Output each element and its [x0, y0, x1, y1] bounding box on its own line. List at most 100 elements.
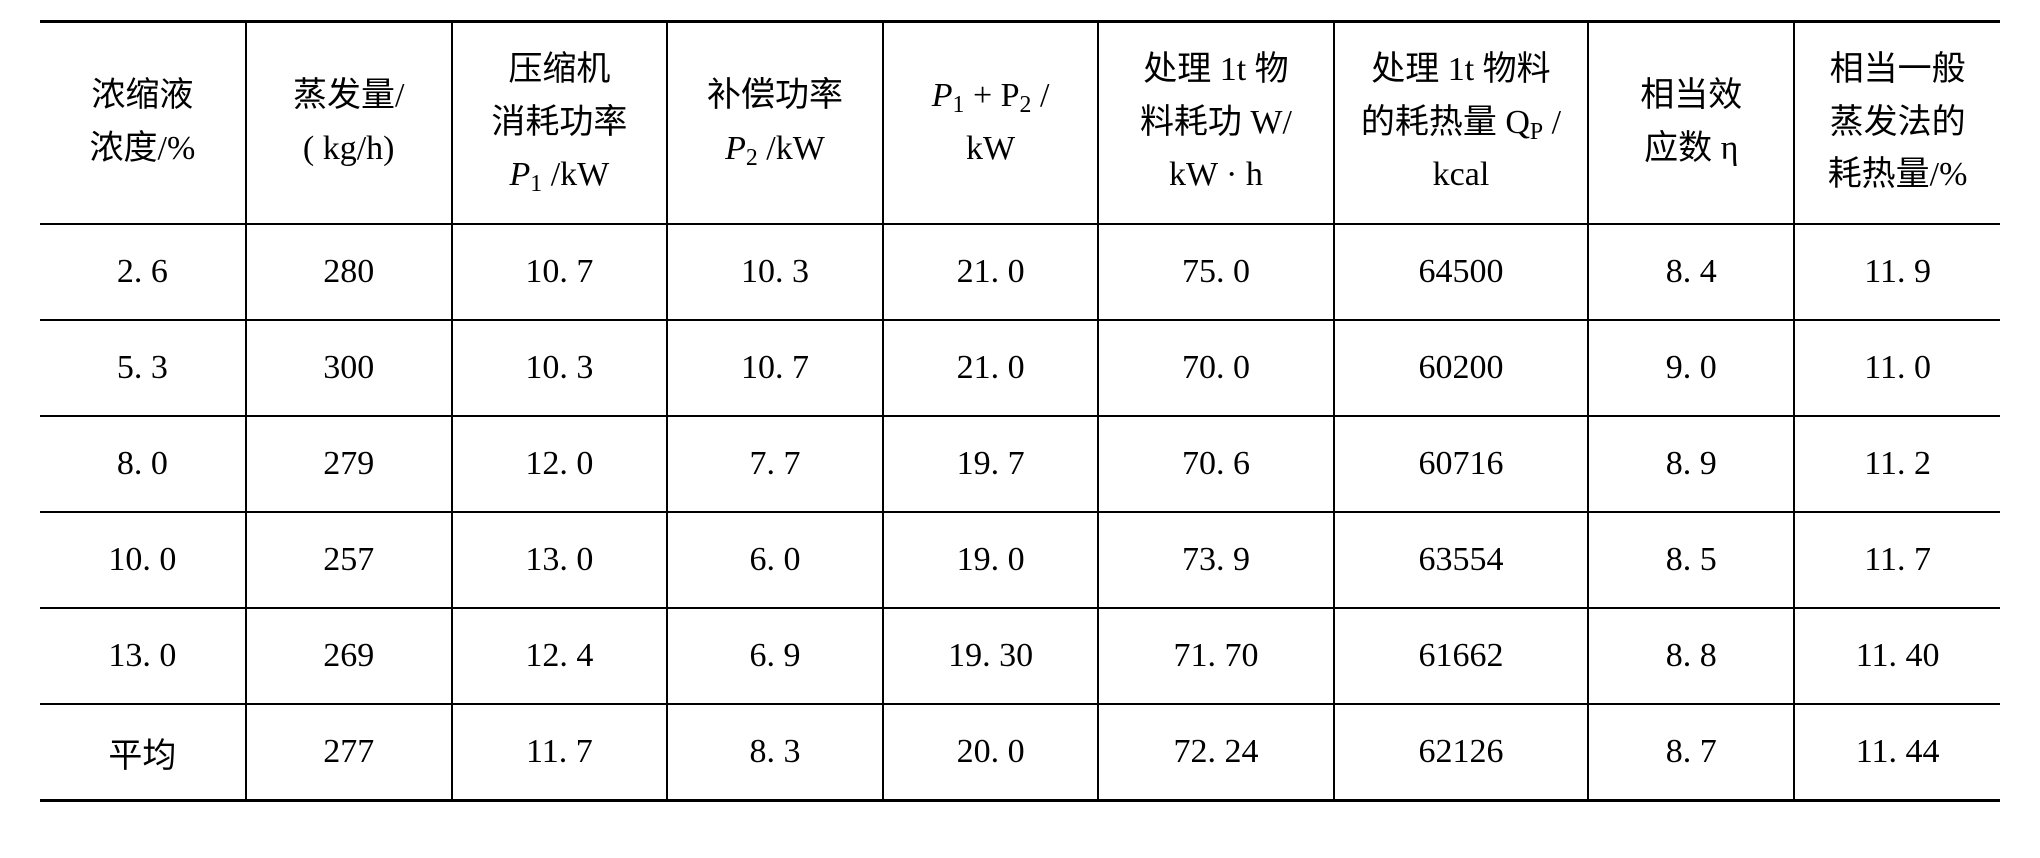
cell-eta: 9. 0 [1588, 320, 1794, 416]
cell-concentration: 10. 0 [40, 512, 246, 608]
cell-p1: 10. 3 [452, 320, 668, 416]
cell-eta: 8. 4 [1588, 224, 1794, 320]
cell-heat: 60716 [1334, 416, 1589, 512]
col-header-relative-heat: 相当一般 蒸发法的 耗热量/% [1794, 22, 2000, 225]
cell-pct: 11. 2 [1794, 416, 2000, 512]
header-text: 处理 1t 物 [1143, 51, 1288, 88]
cell-work: 72. 24 [1098, 704, 1333, 801]
cell-evaporation: 279 [246, 416, 452, 512]
table-row: 8. 0 279 12. 0 7. 7 19. 7 70. 6 60716 8.… [40, 416, 2000, 512]
cell-heat: 61662 [1334, 608, 1589, 704]
header-text: kcal [1433, 156, 1490, 193]
cell-concentration: 平均 [40, 704, 246, 801]
header-subscript: 1 [530, 171, 542, 197]
header-text: kW [966, 130, 1015, 167]
cell-evaporation: 269 [246, 608, 452, 704]
cell-pct: 11. 0 [1794, 320, 2000, 416]
cell-concentration: 8. 0 [40, 416, 246, 512]
cell-work: 70. 0 [1098, 320, 1333, 416]
table-row-average: 平均 277 11. 7 8. 3 20. 0 72. 24 62126 8. … [40, 704, 2000, 801]
cell-p1p2: 19. 0 [883, 512, 1099, 608]
header-subscript: 1 [953, 92, 965, 118]
cell-work: 71. 70 [1098, 608, 1333, 704]
cell-concentration: 2. 6 [40, 224, 246, 320]
header-subscript: 2 [1020, 92, 1032, 118]
cell-p1p2: 20. 0 [883, 704, 1099, 801]
cell-p1: 11. 7 [452, 704, 668, 801]
header-subscript: 2 [746, 145, 758, 171]
col-header-work-per-ton: 处理 1t 物 料耗功 W/ kW · h [1098, 22, 1333, 225]
cell-eta: 8. 9 [1588, 416, 1794, 512]
cell-eta: 8. 7 [1588, 704, 1794, 801]
header-text: 补偿功率 [707, 77, 843, 114]
cell-concentration: 5. 3 [40, 320, 246, 416]
header-text: 蒸发法的 [1830, 104, 1966, 141]
cell-eta: 8. 5 [1588, 512, 1794, 608]
cell-p2: 7. 7 [667, 416, 883, 512]
cell-p2: 6. 0 [667, 512, 883, 608]
cell-evaporation: 277 [246, 704, 452, 801]
header-text: 浓度/% [90, 130, 196, 167]
table-row: 2. 6 280 10. 7 10. 3 21. 0 75. 0 64500 8… [40, 224, 2000, 320]
cell-evaporation: 300 [246, 320, 452, 416]
header-text: / [1543, 104, 1561, 141]
header-text: 蒸发量/ [293, 77, 404, 114]
cell-p1p2: 19. 7 [883, 416, 1099, 512]
header-text: 压缩机 [508, 51, 610, 88]
col-header-compressor-power: 压缩机 消耗功率 P1 /kW [452, 22, 668, 225]
cell-evaporation: 280 [246, 224, 452, 320]
header-subscript: P [1530, 119, 1543, 145]
header-text: 消耗功率 [491, 104, 627, 141]
col-header-total-power: P1 + P2 / kW [883, 22, 1099, 225]
cell-pct: 11. 40 [1794, 608, 2000, 704]
header-text: kW · h [1169, 156, 1263, 193]
header-text: 相当效 [1640, 77, 1742, 114]
header-text: 处理 1t 物料 [1371, 51, 1550, 88]
cell-p1: 12. 0 [452, 416, 668, 512]
data-table: 浓缩液 浓度/% 蒸发量/ ( kg/h) 压缩机 消耗功率 P1 /kW [40, 20, 2000, 802]
cell-evaporation: 257 [246, 512, 452, 608]
table-row: 13. 0 269 12. 4 6. 9 19. 30 71. 70 61662… [40, 608, 2000, 704]
header-text: 浓缩液 [91, 77, 193, 114]
cell-work: 75. 0 [1098, 224, 1333, 320]
header-text: /kW [542, 156, 609, 193]
cell-p2: 8. 3 [667, 704, 883, 801]
cell-eta: 8. 8 [1588, 608, 1794, 704]
col-header-heat-per-ton: 处理 1t 物料 的耗热量 QP / kcal [1334, 22, 1589, 225]
cell-p2: 10. 3 [667, 224, 883, 320]
cell-pct: 11. 7 [1794, 512, 2000, 608]
header-symbol: P [932, 77, 953, 114]
cell-work: 70. 6 [1098, 416, 1333, 512]
header-text: 相当一般 [1830, 51, 1966, 88]
cell-p1: 13. 0 [452, 512, 668, 608]
table-header-row: 浓缩液 浓度/% 蒸发量/ ( kg/h) 压缩机 消耗功率 P1 /kW [40, 22, 2000, 225]
col-header-compensation-power: 补偿功率 P2 /kW [667, 22, 883, 225]
cell-heat: 62126 [1334, 704, 1589, 801]
header-text: / [1031, 77, 1049, 114]
table-row: 5. 3 300 10. 3 10. 7 21. 0 70. 0 60200 9… [40, 320, 2000, 416]
header-text: 耗热量/% [1828, 156, 1968, 193]
cell-heat: 60200 [1334, 320, 1589, 416]
header-text: /kW [758, 130, 825, 167]
cell-pct: 11. 9 [1794, 224, 2000, 320]
cell-p1: 10. 7 [452, 224, 668, 320]
cell-p1p2: 21. 0 [883, 224, 1099, 320]
header-text: 应数 η [1644, 130, 1738, 167]
cell-work: 73. 9 [1098, 512, 1333, 608]
col-header-evaporation: 蒸发量/ ( kg/h) [246, 22, 452, 225]
header-text: 料耗功 W/ [1140, 104, 1292, 141]
header-text: 的耗热量 Q [1361, 104, 1530, 141]
header-symbol: P [725, 130, 746, 167]
data-table-container: 浓缩液 浓度/% 蒸发量/ ( kg/h) 压缩机 消耗功率 P1 /kW [0, 0, 2040, 842]
cell-p1p2: 19. 30 [883, 608, 1099, 704]
cell-p2: 10. 7 [667, 320, 883, 416]
header-symbol: P [510, 156, 531, 193]
cell-p1: 12. 4 [452, 608, 668, 704]
table-row: 10. 0 257 13. 0 6. 0 19. 0 73. 9 63554 8… [40, 512, 2000, 608]
col-header-concentration: 浓缩液 浓度/% [40, 22, 246, 225]
cell-p1p2: 21. 0 [883, 320, 1099, 416]
col-header-effect-number: 相当效 应数 η [1588, 22, 1794, 225]
header-text: + P [964, 77, 1019, 114]
cell-p2: 6. 9 [667, 608, 883, 704]
cell-pct: 11. 44 [1794, 704, 2000, 801]
